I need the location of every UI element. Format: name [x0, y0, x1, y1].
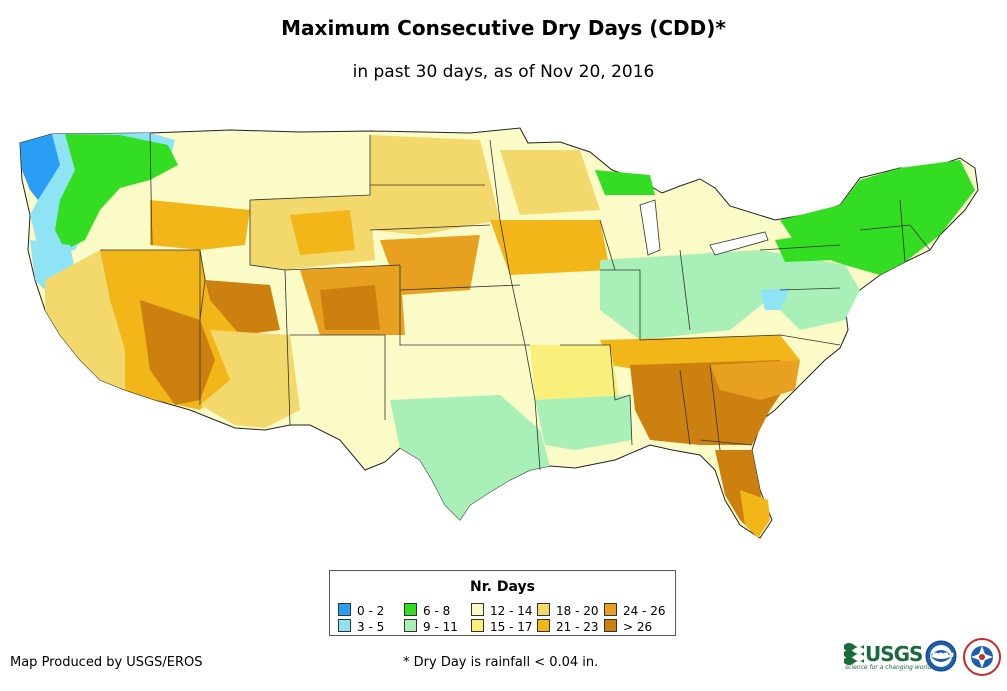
- legend-swatch: [471, 619, 484, 632]
- legend-swatch: [404, 619, 417, 632]
- region-18-id: [150, 200, 250, 250]
- legend-swatch: [604, 619, 617, 632]
- region-9-11-ms: [535, 395, 632, 450]
- region-15-17-ca: [45, 250, 125, 390]
- legend: Nr. Days 0 - 2 3 - 5 6 - 8 9 - 11 12 - 1…: [329, 570, 676, 636]
- legend-item: > 26: [604, 619, 652, 634]
- nws-logo-icon: [963, 638, 1001, 676]
- usgs-logo-text: USGS: [865, 642, 923, 666]
- legend-item: 18 - 20: [537, 603, 599, 618]
- lake-michigan: [639, 199, 661, 256]
- region-3-5-va: [760, 288, 790, 310]
- region-26-co: [320, 285, 380, 330]
- region-21-fl: [740, 490, 770, 538]
- usgs-logo-icon: [844, 643, 864, 665]
- legend-swatch: [338, 619, 351, 632]
- region-0-2-nw: [20, 134, 65, 200]
- region-18-nm: [200, 330, 300, 428]
- map-title: Maximum Consecutive Dry Days (CDD)*: [281, 16, 726, 40]
- legend-item: 9 - 11: [404, 619, 458, 634]
- legend-item: 3 - 5: [338, 619, 384, 634]
- state-borders: [100, 132, 931, 471]
- legend-title: Nr. Days: [470, 579, 535, 595]
- legend-item: 15 - 17: [471, 619, 533, 634]
- region-21-wy: [290, 210, 355, 255]
- legend-swatch: [537, 603, 550, 616]
- region-15-ar-la: [530, 345, 620, 410]
- map-subtitle: in past 30 days, as of Nov 20, 2016: [352, 62, 655, 82]
- region-24-ut: [205, 280, 280, 335]
- region-24-ks-ne: [380, 235, 480, 295]
- region-18-mn: [500, 150, 600, 215]
- region-21-mn-ia: [490, 220, 610, 275]
- legend-item: 21 - 23: [537, 619, 599, 634]
- region-26-az: [140, 300, 215, 405]
- noaa-logo-icon: [925, 640, 957, 672]
- legend-swatch: [404, 603, 417, 616]
- region-6-8-nw: [55, 134, 178, 250]
- region-9-11-tx: [390, 395, 550, 520]
- region-9-11-oh-valley: [600, 250, 780, 340]
- legend-item: 0 - 2: [338, 603, 384, 618]
- noaa-logo-text: noaa: [932, 650, 954, 659]
- legend-swatch: [604, 603, 617, 616]
- region-24-carolinas: [710, 360, 800, 400]
- legend-swatch: [338, 603, 351, 616]
- region-6-8-mi: [595, 170, 655, 195]
- usgs-tagline: science for a changing world: [845, 664, 932, 671]
- legend-item: 6 - 8: [404, 603, 450, 618]
- dry-day-footnote: * Dry Day is rainfall < 0.04 in.: [403, 655, 599, 670]
- producer-credit: Map Produced by USGS/EROS: [10, 655, 203, 670]
- legend-item: 24 - 26: [604, 603, 666, 618]
- legend-swatch: [471, 603, 484, 616]
- legend-swatch: [537, 619, 550, 632]
- legend-item: 12 - 14: [471, 603, 533, 618]
- lake-erie: [709, 231, 769, 256]
- region-9-11-ne: [760, 250, 860, 330]
